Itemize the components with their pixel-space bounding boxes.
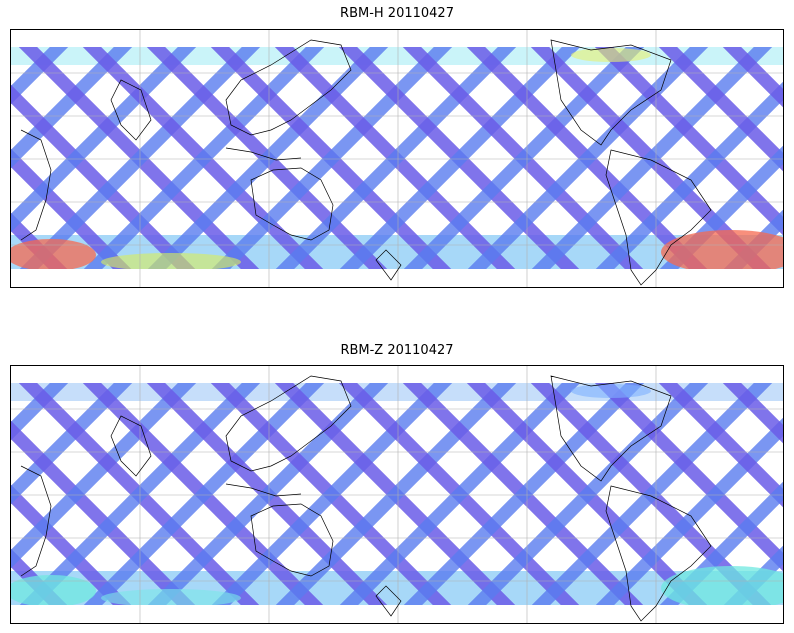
swath-map-top [11, 30, 783, 287]
high-value-region-se [661, 566, 783, 605]
africa-coastline [20, 129, 52, 241]
swath-map-bottom [11, 366, 783, 623]
panel-title-bottom: RBM-Z 20110427 [340, 343, 454, 358]
india-coastline [110, 415, 152, 477]
australia-coastline [250, 167, 334, 241]
south-america-coastline [605, 149, 712, 286]
map-layers [11, 366, 783, 623]
india-coastline [110, 79, 152, 141]
new-zealand-coastline [375, 249, 402, 281]
south-america-coastline [605, 485, 712, 622]
indonesia-coastline [225, 147, 302, 161]
map-layers [11, 30, 783, 287]
high-value-region-sw [11, 239, 96, 269]
map-panel-top [10, 29, 784, 288]
panel-title-top: RBM-H 20110427 [340, 6, 454, 21]
map-panel-bottom [10, 365, 784, 624]
swath-track-desc [595, 81, 783, 269]
indonesia-coastline [225, 483, 302, 497]
australia-coastline [250, 503, 334, 577]
new-zealand-coastline [375, 585, 402, 617]
asia-coastline [225, 375, 352, 472]
swath-layer [11, 47, 783, 269]
coastline-layer [20, 39, 712, 286]
gridlines [11, 30, 783, 287]
high-value-region-se [661, 230, 783, 269]
high-value-region-sw [11, 575, 96, 605]
gridlines [11, 366, 783, 623]
high-value-region-n [571, 48, 651, 62]
asia-coastline [225, 39, 352, 136]
high-value-region-n [571, 384, 651, 398]
swath-layer [11, 383, 783, 605]
africa-coastline [20, 465, 52, 577]
north-america-coastline [550, 39, 672, 146]
north-america-coastline [550, 375, 672, 482]
high-value-region-s [101, 589, 241, 605]
high-value-region-s [101, 253, 241, 269]
swath-track-desc [595, 417, 783, 605]
coastline-layer [20, 375, 712, 622]
